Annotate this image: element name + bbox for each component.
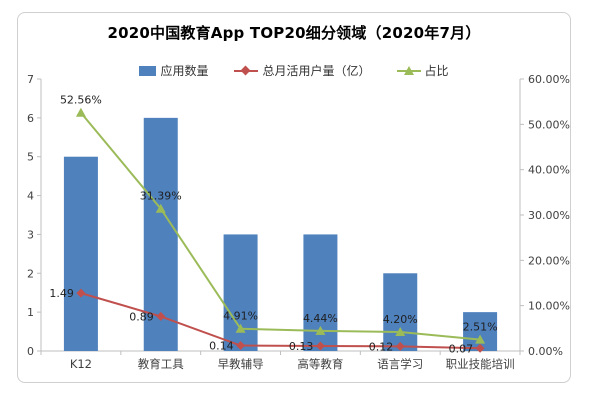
diamond-marker-icon <box>156 311 166 321</box>
share-data-label: 52.56% <box>60 94 102 107</box>
legend-item-mau: 总月活用户量（亿） <box>234 62 371 79</box>
diamond-marker-icon <box>76 288 86 298</box>
users-data-label: 0.13 <box>289 340 314 353</box>
right-axis-tick-label: 20.00% <box>528 254 570 267</box>
triangle-marker-icon <box>235 323 246 333</box>
bar <box>63 156 98 351</box>
x-axis-category-label: 早教辅导 <box>218 357 264 371</box>
users-data-label: 0.89 <box>129 310 154 323</box>
users-data-label: 0.12 <box>369 340 394 353</box>
share-data-label: 4.44% <box>303 312 338 325</box>
left-axis-tick-label: 3 <box>27 228 34 241</box>
share-data-label: 2.51% <box>463 321 498 334</box>
red-line-diamond-icon <box>234 65 259 76</box>
left-axis-tick-label: 5 <box>27 151 34 164</box>
legend-item-share: 占比 <box>396 62 449 79</box>
diamond-marker-icon <box>236 341 246 351</box>
plot-area: 0 1 2 3 4 5 6 7 0.00% 10.00% 20.00% 30.00% 40.00% 50.… <box>27 73 570 371</box>
left-axis-tick-label: 0 <box>27 345 34 358</box>
users-data-label: 0.07 <box>449 342 474 355</box>
diamond-marker-icon <box>315 341 325 351</box>
diamond-marker-icon <box>475 343 485 353</box>
left-axis-tick-label: 2 <box>27 267 34 280</box>
triangle-marker-icon <box>475 334 486 344</box>
chart-legend: 应用数量 总月活用户量（亿） 占比 <box>18 62 570 79</box>
left-axis-tick-label: 7 <box>27 73 34 86</box>
legend-label-share: 占比 <box>424 64 449 78</box>
right-axis-tick-label: 30.00% <box>528 209 570 222</box>
bar <box>383 273 418 351</box>
right-axis-tick-label: 60.00% <box>528 73 570 86</box>
green-line-triangle-icon <box>396 65 421 76</box>
legend-item-app-count: 应用数量 <box>139 62 208 79</box>
x-axis-category-label: 高等教育 <box>297 357 343 371</box>
triangle-marker-icon <box>395 326 406 336</box>
triangle-marker-icon <box>75 107 86 117</box>
right-axis-tick-label: 10.00% <box>528 300 570 313</box>
chart-frame: 2020中国教育App TOP20细分领域（2020年7月） 应用数量 总月活用… <box>17 12 571 383</box>
share-data-label: 4.20% <box>383 313 418 326</box>
x-axis-category-label: 职业技能培训 <box>446 357 515 371</box>
right-axis-tick-label: 40.00% <box>528 164 570 177</box>
users-line <box>80 292 481 350</box>
left-axis-tick-label: 1 <box>27 306 34 319</box>
chart-title: 2020中国教育App TOP20细分领域（2020年7月） <box>107 24 481 42</box>
share-line <box>80 112 481 341</box>
users-data-label: 1.49 <box>49 287 74 300</box>
x-axis-category-label: 语言学习 <box>377 357 423 371</box>
triangle-marker-icon <box>315 325 326 335</box>
triangle-marker-icon <box>155 203 166 213</box>
left-axis-tick-label: 4 <box>27 190 34 203</box>
share-data-label: 4.91% <box>223 310 258 323</box>
right-axis-tick-label: 0.00% <box>528 345 563 358</box>
legend-label-mau: 总月活用户量（亿） <box>262 64 371 78</box>
left-axis-tick-label: 6 <box>27 112 34 125</box>
users-data-label: 0.14 <box>209 340 234 353</box>
bar-swatch-icon <box>139 65 157 76</box>
diamond-marker-icon <box>395 341 405 351</box>
x-axis-category-label: 教育工具 <box>138 357 184 371</box>
x-axis-category-label: K12 <box>70 357 92 371</box>
legend-label-app-count: 应用数量 <box>160 64 209 78</box>
right-axis-tick-label: 50.00% <box>528 118 570 131</box>
share-data-label: 31.39% <box>140 190 182 203</box>
bar <box>223 234 258 351</box>
